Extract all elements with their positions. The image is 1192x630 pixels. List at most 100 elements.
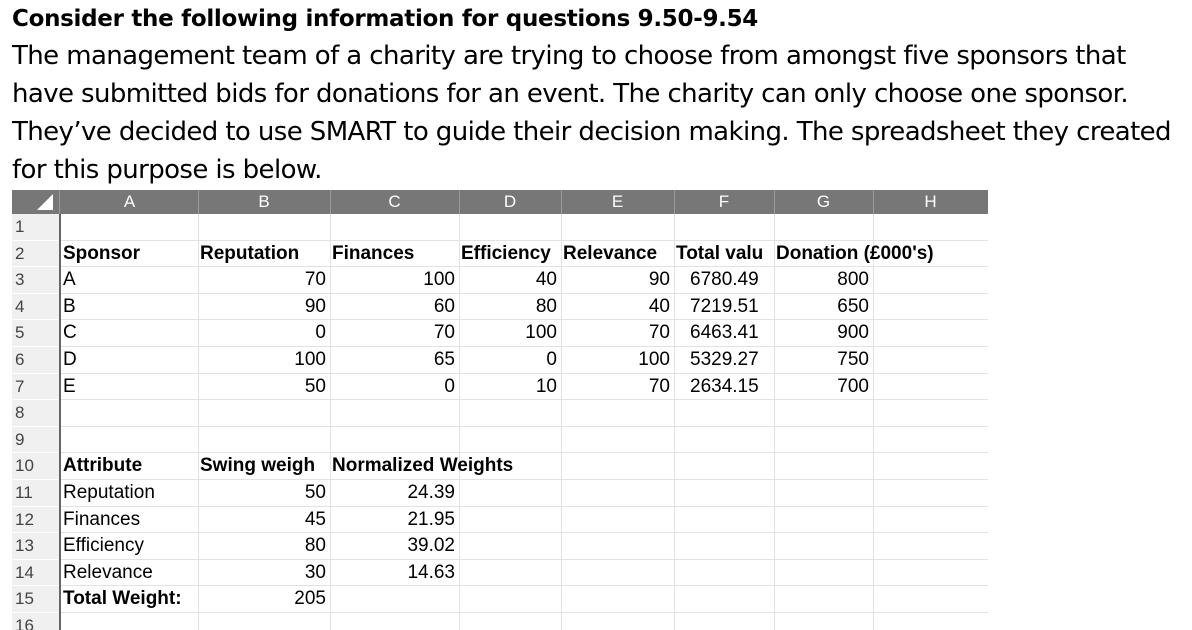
sponsor-cell[interactable]: 100 [638,349,670,370]
gridline [61,346,988,347]
sponsor-cell[interactable]: 100 [294,349,326,370]
weight-cell[interactable]: 50 [304,482,326,503]
sponsor-cell[interactable]: 80 [535,295,557,317]
question-paragraph: The management team of a charity are try… [12,41,1172,185]
row-header-16[interactable]: 16 [12,613,59,630]
gridline [459,214,460,630]
gridline [61,239,988,241]
sponsor-cell[interactable]: D [63,349,77,370]
weight-cell[interactable]: Finances [63,508,141,530]
weight-cell[interactable]: 39.02 [407,535,455,557]
total-weight-label[interactable]: Total Weight: [63,588,182,610]
sponsor-cell[interactable]: 750 [837,349,869,370]
column-header-g[interactable]: G [774,190,874,214]
gridline [61,266,988,268]
row-header-2[interactable]: 2 [12,240,59,268]
sponsor-cell[interactable]: 70 [433,322,455,344]
row-header-4[interactable]: 4 [12,293,59,321]
question-intro: Consider the following information for q… [12,2,1187,189]
row-header-12[interactable]: 12 [12,506,59,534]
swing-weight-header[interactable]: Swing weigh [200,455,316,477]
sponsor-cell[interactable]: 650 [837,295,869,317]
total-value-header[interactable]: Total valu [676,242,764,264]
sponsor-cell[interactable]: 6463.41 [690,322,759,344]
weight-cell[interactable]: 30 [304,561,326,583]
row-header-9[interactable]: 9 [12,426,59,454]
sponsor-cell[interactable]: 70 [304,269,326,291]
sponsor-cell[interactable]: 10 [535,375,557,397]
column-header-c[interactable]: C [330,190,460,214]
sponsor-cell[interactable]: 90 [304,295,326,317]
column-header-b[interactable]: B [198,190,331,214]
row-header-8[interactable]: 8 [12,400,59,427]
row-header-11[interactable]: 11 [12,480,59,507]
weight-cell[interactable]: 24.39 [407,482,455,503]
gridline [561,214,562,630]
relevance-header[interactable]: Relevance [563,242,658,264]
gridline [61,372,988,374]
column-header-a[interactable]: A [61,190,199,214]
attribute-header[interactable]: Attribute [63,455,143,477]
sponsor-cell[interactable]: 900 [837,322,869,344]
sponsor-cell[interactable]: B [63,295,76,317]
sponsor-cell[interactable]: 100 [423,269,455,291]
gridline [674,214,675,630]
sponsor-cell[interactable]: 2634.15 [690,375,759,397]
donation-header[interactable]: Donation (£000's) [776,242,934,264]
sponsor-cell[interactable]: 90 [648,269,670,291]
row-header-10[interactable]: 10 [12,453,59,480]
sponsor-cell[interactable]: E [63,375,76,397]
row-header-5[interactable]: 5 [12,320,59,347]
sponsor-cell[interactable]: 100 [525,322,557,344]
gridline [61,532,988,534]
column-header-h[interactable]: H [873,190,988,214]
sponsor-header[interactable]: Sponsor [63,242,141,264]
gridline [873,214,874,630]
column-header-e[interactable]: E [561,190,675,214]
row-header-6[interactable]: 6 [12,347,59,374]
sponsor-cell[interactable]: 40 [648,295,670,317]
row-header-1[interactable]: 1 [12,214,59,241]
sponsor-cell[interactable]: 50 [304,375,326,397]
reputation-header[interactable]: Reputation [200,242,300,264]
sponsor-cell[interactable]: 40 [535,269,557,291]
sponsor-cell[interactable]: 700 [837,375,869,397]
sponsor-cell[interactable]: 7219.51 [690,295,759,317]
sponsor-cell[interactable]: 5329.27 [690,349,759,370]
finances-header[interactable]: Finances [332,242,415,264]
weight-cell[interactable]: 80 [304,535,326,557]
weight-cell[interactable]: Relevance [63,561,153,583]
sponsor-cell[interactable]: 0 [444,375,455,397]
gridline [61,585,988,587]
weight-cell[interactable]: Reputation [63,482,155,503]
gridline [61,452,988,454]
weight-cell[interactable]: 45 [304,508,326,530]
row-header-7[interactable]: 7 [12,373,59,401]
column-header-f[interactable]: F [674,190,775,214]
weight-cell[interactable]: 14.63 [407,561,455,583]
gridline [330,214,331,630]
efficiency-header[interactable]: Efficiency [461,242,551,264]
gridline [61,612,988,613]
sponsor-cell[interactable]: 0 [546,349,557,370]
sponsor-cell[interactable]: 6780.49 [690,269,759,291]
sponsor-cell[interactable]: 0 [315,322,326,344]
weight-cell[interactable]: Efficiency [63,535,144,557]
sponsor-cell[interactable]: 60 [433,295,455,317]
sponsor-cell[interactable]: A [63,269,76,291]
sponsor-cell[interactable]: C [63,322,77,344]
sponsor-cell[interactable]: 800 [837,269,869,291]
total-weight-value[interactable]: 205 [294,588,326,610]
select-all-corner[interactable] [12,190,60,214]
row-header-13[interactable]: 13 [12,533,59,560]
row-header-14[interactable]: 14 [12,559,59,587]
row-header-15[interactable]: 15 [12,586,59,613]
gridline [61,292,988,294]
row-header-3[interactable]: 3 [12,267,59,294]
column-header-d[interactable]: D [459,190,562,214]
sponsor-cell[interactable]: 70 [648,322,670,344]
sponsor-cell[interactable]: 70 [648,375,670,397]
weight-cell[interactable]: 21.95 [407,508,455,530]
sponsor-cell[interactable]: 65 [433,349,455,370]
normalized-weights-header[interactable]: Normalized Weights [332,455,514,477]
